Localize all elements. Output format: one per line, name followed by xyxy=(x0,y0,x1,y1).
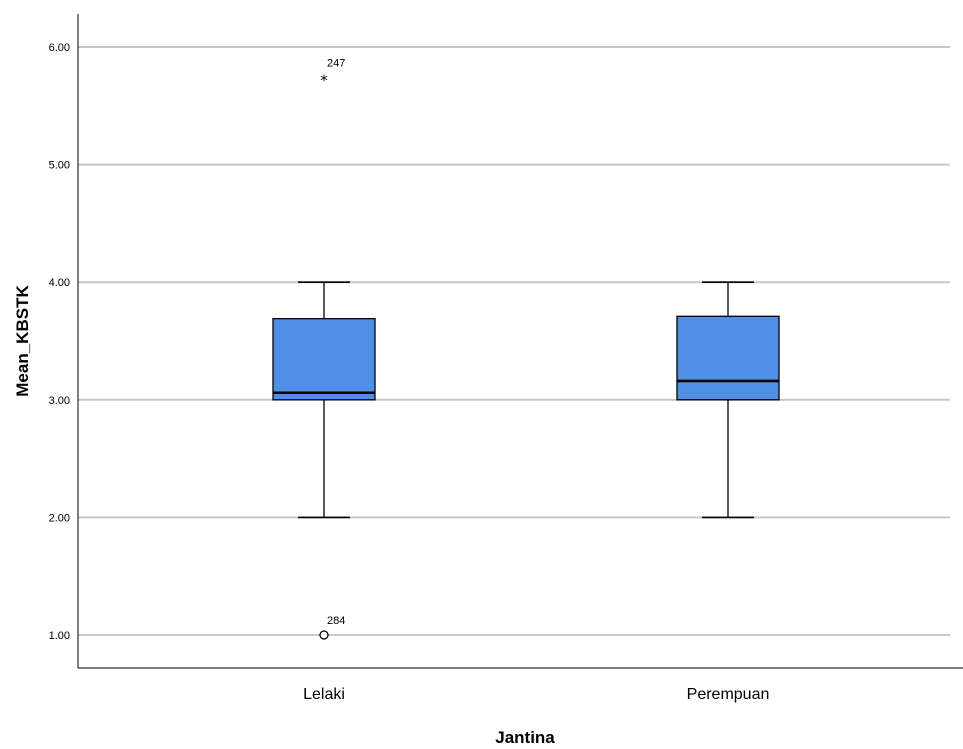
box-group xyxy=(676,281,780,519)
x-tick-label: Lelaki xyxy=(303,686,345,703)
y-axis-title: Mean_KBSTK xyxy=(13,285,32,397)
y-tick-label: 2.00 xyxy=(49,512,70,524)
outlier-label: 284 xyxy=(327,615,345,627)
y-tick-label: 6.00 xyxy=(49,42,70,54)
y-tick-label: 5.00 xyxy=(49,160,70,172)
y-tick-label: 4.00 xyxy=(49,277,70,289)
y-tick-label: 3.00 xyxy=(49,395,70,407)
boxes: * 247 284 xyxy=(272,58,780,640)
box-group: * 247 284 xyxy=(272,58,376,640)
x-axis-title: Jantina xyxy=(495,728,555,747)
y-tick-labels: 1.00 2.00 3.00 4.00 5.00 6.00 xyxy=(49,42,70,642)
outlier-star: * xyxy=(320,72,328,90)
iqr-box xyxy=(676,315,780,401)
x-tick-labels: Lelaki Perempuan xyxy=(303,686,769,703)
iqr-box xyxy=(272,318,376,401)
outlier-circle xyxy=(319,630,329,640)
y-tick-label: 1.00 xyxy=(49,630,70,642)
x-tick-label: Perempuan xyxy=(687,686,770,703)
outlier-label: 247 xyxy=(327,58,345,70)
axes xyxy=(77,14,963,669)
gridlines xyxy=(78,46,950,636)
